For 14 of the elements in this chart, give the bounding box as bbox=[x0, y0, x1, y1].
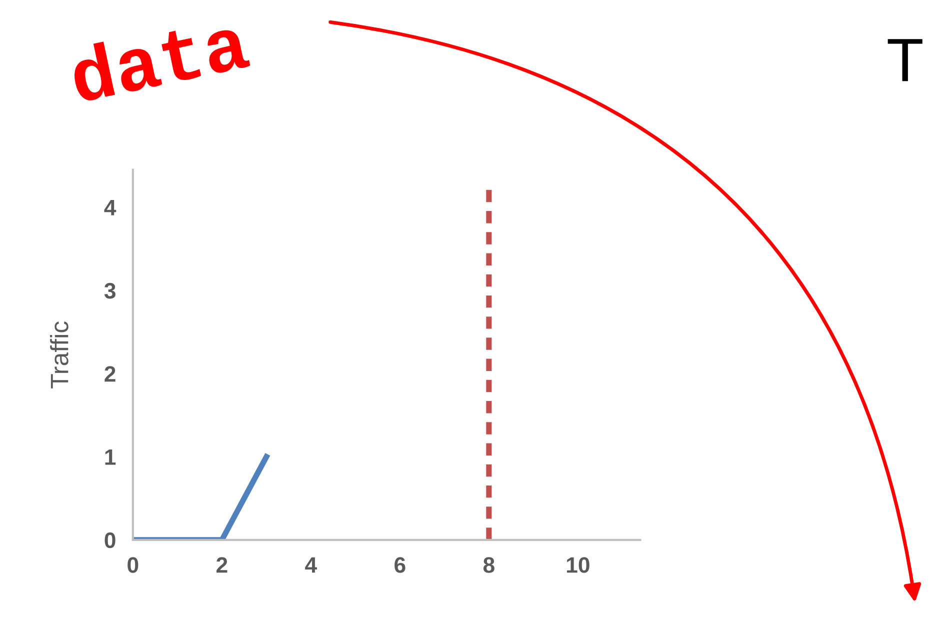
x-tick-label: 2 bbox=[216, 557, 228, 573]
y-tick-label: 2 bbox=[104, 366, 116, 382]
y-tick-label: 0 bbox=[104, 532, 116, 548]
x-tick-label: 0 bbox=[128, 557, 138, 573]
x-tick-label: 8 bbox=[483, 557, 494, 573]
text: data bbox=[68, 12, 250, 103]
y-axis-title: Traffic bbox=[50, 321, 68, 388]
y-tick-label: 3 bbox=[104, 282, 116, 299]
text: T bbox=[888, 39, 922, 82]
x-tick-label: 10 bbox=[566, 557, 590, 573]
x-tick-label: 4 bbox=[305, 557, 317, 573]
x-tick-label: 6 bbox=[394, 557, 406, 573]
y-tick-label: 4 bbox=[104, 200, 116, 216]
y-tick-label: 1 bbox=[105, 449, 116, 465]
